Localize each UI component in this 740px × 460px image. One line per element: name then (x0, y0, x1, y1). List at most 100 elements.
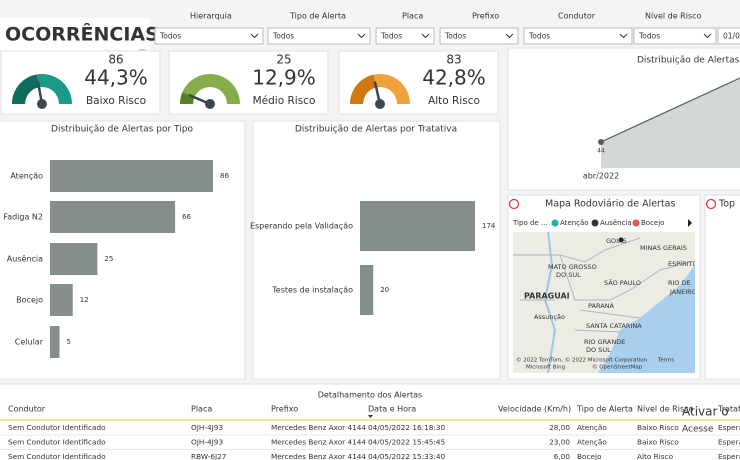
page-title: OCORRÊNCIAS (5, 23, 159, 46)
alert-icon (705, 198, 717, 210)
table-cell: Atenção (577, 438, 607, 447)
value-label: 174 (482, 222, 496, 230)
category-label: Atenção (10, 172, 43, 181)
value-label: 12 (80, 296, 89, 304)
column-header[interactable]: Prefixo (271, 405, 298, 414)
map-label: GOIÁS (606, 236, 627, 245)
chevron (357, 33, 366, 39)
category-label: Celular (15, 338, 44, 347)
kpi-label: Médio Risco (253, 95, 316, 107)
column-header[interactable]: Placa (191, 405, 212, 414)
category-label: Esperando pela Validação (250, 222, 353, 231)
value-label: 66 (182, 213, 191, 221)
card (0, 383, 740, 460)
chart-title: Distribuição de Alertas p (637, 56, 740, 66)
category-label: Ausência (7, 254, 43, 264)
filter-dropdown[interactable] (439, 27, 519, 45)
table-cell: Atenção (577, 423, 607, 432)
table-cell: 23,00 (549, 438, 570, 447)
filter-label: Condutor (558, 12, 596, 21)
map-label: MINAS GERAIS (640, 244, 687, 252)
value-label: 20 (380, 286, 389, 294)
table-cell: Esperando pela Validação (718, 423, 740, 432)
chevron (505, 33, 514, 39)
map-credit: Microsoft Bing (526, 365, 565, 371)
border (513, 237, 691, 333)
gauge-hub (375, 99, 385, 109)
filter-value: Todos (272, 32, 294, 41)
map-label: PARANÁ (588, 301, 615, 310)
category-label: Bocejo (16, 296, 43, 305)
map-label: MATO GROSSO (548, 263, 597, 271)
chevron (421, 33, 430, 39)
filter-dropdown[interactable] (633, 27, 717, 45)
column-header[interactable]: Tratativa (717, 405, 740, 414)
filter-dropdown[interactable] (154, 27, 264, 45)
value-label: 25 (104, 255, 113, 263)
chevron (619, 33, 628, 39)
table-cell: Esperando pela Validação (718, 438, 740, 447)
filter-dropdown[interactable] (523, 27, 633, 45)
column-header[interactable]: Condutor (8, 405, 46, 414)
filter-value: Todos (638, 32, 660, 41)
column-header[interactable]: Nível de Risco (637, 405, 694, 414)
filter-dropdown[interactable] (267, 27, 371, 45)
filter-value: Todos (159, 32, 181, 41)
watermark: Acesse (682, 425, 714, 435)
value-label: 5 (66, 338, 70, 346)
map-credit: © OpenStreetMap (592, 364, 643, 371)
card-title: Top (718, 199, 735, 210)
kpi-percent: 44,3% (84, 66, 148, 90)
scroll-arrow[interactable] (688, 219, 692, 227)
table-cell: Baixo Risco (637, 438, 679, 447)
filter-value: 01/0 (723, 32, 740, 41)
area (601, 78, 740, 168)
chart-title: Distribuição de Alertas por Tipo (51, 125, 193, 135)
table-cell: Sem Condutor Identificado (8, 438, 106, 447)
table-cell: Bocejo (577, 452, 602, 460)
gauge-value (12, 74, 39, 104)
table-cell: Mercedes Benz Axor 4144 (271, 423, 366, 432)
bar (360, 201, 475, 251)
sort-arrow (368, 415, 373, 418)
x-tick-label: abr/2022 (583, 172, 619, 181)
table-cell: Sem Condutor Identificado (8, 423, 106, 432)
point (598, 139, 604, 145)
map-label: ESPÍRITO (668, 259, 698, 268)
line (600, 77, 740, 143)
table-title: Detalhamento dos Alertas (318, 391, 422, 400)
map-label: JANEIRO (669, 288, 697, 296)
ocean (598, 265, 695, 373)
filter-label: Nível de Risco (645, 12, 702, 21)
category-label: Testes de instalação (271, 286, 353, 295)
filter-value: Todos (528, 32, 550, 41)
table-cell: 04/05/2022 15:33:40 (368, 452, 446, 460)
filter-value: Todos (444, 32, 466, 41)
map-label: DO SUL (556, 271, 581, 279)
kpi-label: Alto Risco (428, 95, 480, 107)
filter-dropdown[interactable] (375, 27, 435, 45)
bar (50, 160, 213, 192)
gauge-value (180, 92, 195, 104)
table-cell: 04/05/2022 16:18:30 (368, 423, 446, 432)
chevron (703, 33, 712, 39)
filter-label: Tipo de Alerta (289, 12, 346, 21)
table-cell: Esperando pela Validação (718, 452, 740, 460)
chevron (250, 33, 259, 39)
bar (50, 284, 73, 316)
column-header[interactable]: Data e Hora (368, 405, 416, 414)
filter-value: Todos (380, 32, 402, 41)
filter-label: Hierarquia (190, 12, 232, 21)
map-label: PARAGUAI (524, 292, 570, 301)
column-header[interactable]: Tipo de Alerta (576, 405, 633, 414)
filter-dropdown[interactable] (717, 27, 740, 45)
table-cell: Mercedes Benz Axor 4144 (271, 438, 366, 447)
value-label: 86 (220, 172, 229, 180)
column-header[interactable]: Velocidade (Km/h) (498, 405, 571, 414)
map-label: Assunção (534, 313, 565, 321)
kpi-count: 83 (446, 53, 461, 67)
kpi-count: 86 (108, 53, 123, 67)
